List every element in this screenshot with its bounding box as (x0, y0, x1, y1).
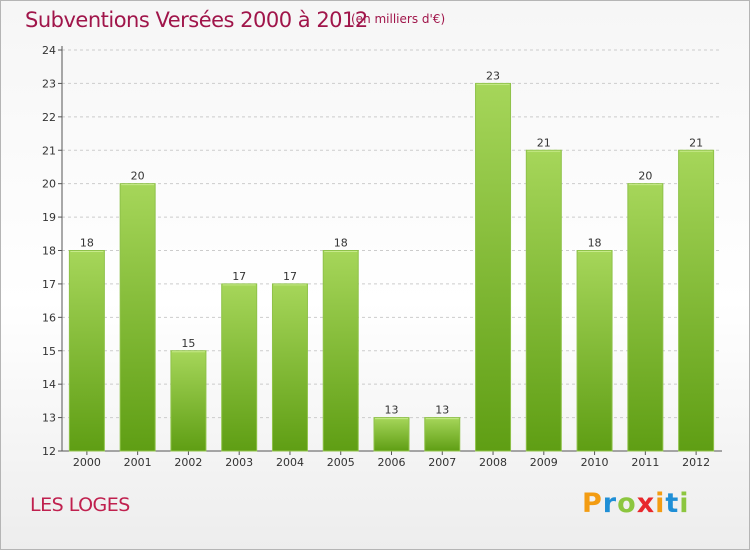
y-tick-label: 23 (42, 77, 56, 90)
bar-2011 (627, 183, 664, 452)
bar-2001 (119, 183, 156, 452)
logo-letter: P (582, 488, 603, 519)
x-tick-label-2004: 2004 (276, 456, 304, 469)
bar-2008 (475, 82, 512, 452)
data-label-2001: 20 (131, 170, 145, 183)
bar-2003 (221, 283, 258, 452)
x-tick-label-2011: 2011 (631, 456, 659, 469)
gridlines (62, 49, 722, 419)
bar-2005 (322, 250, 359, 452)
chart-subtitle: (en milliers d'€) (351, 12, 446, 26)
y-tick-label: 14 (42, 378, 56, 391)
x-tick-label-2012: 2012 (682, 456, 710, 469)
y-tick-label: 21 (42, 144, 56, 157)
y-tick-label: 16 (42, 311, 56, 324)
bars (68, 82, 715, 452)
bar-2007 (424, 417, 461, 452)
y-tick-label: 15 (42, 345, 56, 358)
data-label-2002: 15 (181, 337, 195, 350)
x-tick-label-2009: 2009 (530, 456, 558, 469)
logo-letter: o (617, 488, 637, 519)
y-tick-label: 13 (42, 412, 56, 425)
bar-2000 (68, 250, 105, 452)
logo-letter: i (655, 488, 666, 519)
y-tick-label: 24 (42, 44, 56, 57)
y-tick-label: 17 (42, 278, 56, 291)
logo-letter: r (602, 488, 618, 519)
data-label-2012: 21 (689, 136, 703, 149)
y-tick-label: 22 (42, 111, 56, 124)
y-tick-label: 20 (42, 178, 56, 191)
data-label-2006: 13 (385, 404, 399, 417)
data-label-2009: 21 (537, 136, 551, 149)
y-tick-label: 12 (42, 445, 56, 458)
data-label-2010: 18 (588, 237, 602, 250)
bar-2012 (678, 149, 715, 452)
y-tick-label: 19 (42, 211, 56, 224)
bar-2009 (525, 149, 562, 452)
data-label-2005: 18 (334, 237, 348, 250)
x-tick-label-2001: 2001 (124, 456, 152, 469)
bar-2002 (170, 350, 207, 452)
x-tick-label-2000: 2000 (73, 456, 101, 469)
x-tick-label-2008: 2008 (479, 456, 507, 469)
data-label-2007: 13 (435, 404, 449, 417)
x-tick-label-2010: 2010 (581, 456, 609, 469)
x-tick-label-2005: 2005 (327, 456, 355, 469)
data-label-2004: 17 (283, 270, 297, 283)
data-labels: 18 20 15 17 17 18 13 13 23 21 18 20 21 (80, 69, 703, 416)
logo-letter: i (679, 488, 690, 519)
chart-title: Subventions Versées 2000 à 2012 (25, 8, 368, 32)
y-tick-label: 18 (42, 245, 56, 258)
x-tick-label-2003: 2003 (225, 456, 253, 469)
proxiti-logo[interactable]: Proxiti (582, 488, 690, 519)
bar-2010 (576, 250, 613, 452)
x-tick-label-2006: 2006 (378, 456, 406, 469)
data-label-2000: 18 (80, 237, 94, 250)
data-label-2011: 20 (638, 170, 652, 183)
bar-2006 (373, 417, 410, 452)
data-label-2008: 23 (486, 69, 500, 82)
x-tick-label-2007: 2007 (428, 456, 456, 469)
bar-2004 (271, 283, 308, 452)
axes: 12 13 14 15 16 17 18 19 20 21 22 23 24 2000 2001 2002 20… (42, 44, 722, 469)
data-label-2003: 17 (232, 270, 246, 283)
place-name: LES LOGES (30, 494, 130, 516)
logo-letter: x (636, 488, 656, 519)
logo-letter: t (665, 488, 680, 519)
x-tick-label-2002: 2002 (174, 456, 202, 469)
